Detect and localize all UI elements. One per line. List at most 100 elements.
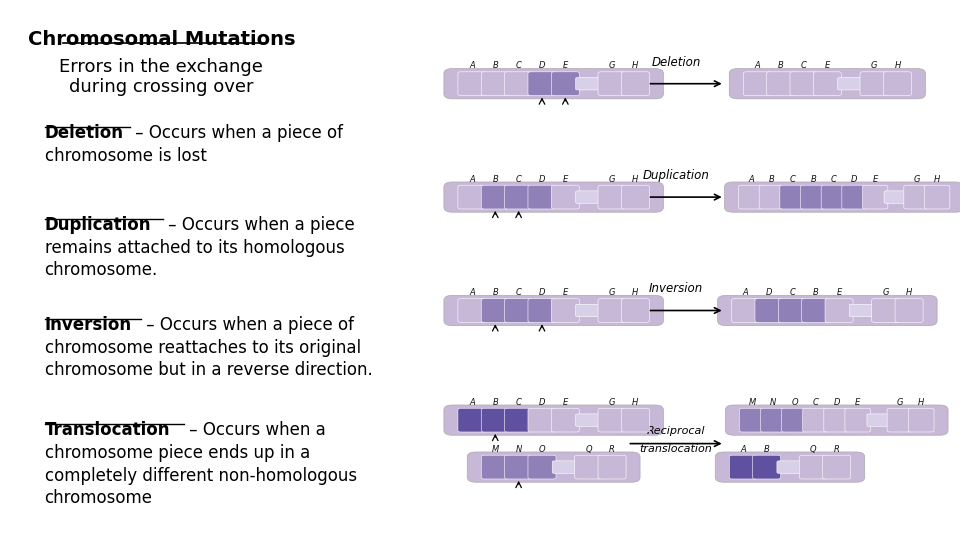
FancyBboxPatch shape bbox=[743, 72, 771, 96]
FancyBboxPatch shape bbox=[767, 72, 795, 96]
FancyBboxPatch shape bbox=[790, 72, 818, 96]
FancyBboxPatch shape bbox=[759, 185, 784, 209]
FancyBboxPatch shape bbox=[800, 455, 828, 479]
Text: A: A bbox=[740, 444, 746, 454]
FancyBboxPatch shape bbox=[777, 461, 804, 473]
FancyBboxPatch shape bbox=[908, 408, 934, 432]
Text: M: M bbox=[749, 397, 756, 407]
Text: G: G bbox=[897, 397, 903, 407]
Text: O: O bbox=[791, 397, 798, 407]
FancyBboxPatch shape bbox=[884, 191, 907, 203]
Text: Q: Q bbox=[586, 444, 592, 454]
FancyBboxPatch shape bbox=[903, 185, 929, 209]
Text: D: D bbox=[539, 174, 545, 184]
FancyBboxPatch shape bbox=[802, 299, 829, 322]
FancyBboxPatch shape bbox=[621, 408, 649, 432]
Text: M: M bbox=[492, 444, 499, 454]
Text: R: R bbox=[609, 444, 615, 454]
FancyBboxPatch shape bbox=[551, 185, 579, 209]
Text: – Occurs when a: – Occurs when a bbox=[184, 421, 326, 439]
FancyBboxPatch shape bbox=[739, 408, 765, 432]
Text: D: D bbox=[852, 174, 857, 184]
FancyBboxPatch shape bbox=[458, 185, 486, 209]
FancyBboxPatch shape bbox=[598, 72, 626, 96]
Text: C: C bbox=[516, 397, 521, 407]
Text: Duplication: Duplication bbox=[44, 216, 151, 234]
FancyBboxPatch shape bbox=[576, 77, 602, 90]
FancyBboxPatch shape bbox=[481, 408, 510, 432]
FancyBboxPatch shape bbox=[924, 185, 949, 209]
Text: A: A bbox=[755, 61, 760, 70]
FancyBboxPatch shape bbox=[813, 72, 841, 96]
FancyBboxPatch shape bbox=[598, 299, 626, 322]
Text: C: C bbox=[516, 61, 521, 70]
Text: chromosome.: chromosome. bbox=[44, 261, 157, 279]
Text: Inversion: Inversion bbox=[44, 316, 132, 334]
FancyBboxPatch shape bbox=[862, 185, 888, 209]
Text: – Occurs when a piece of: – Occurs when a piece of bbox=[141, 316, 354, 334]
Text: D: D bbox=[833, 397, 840, 407]
FancyBboxPatch shape bbox=[444, 405, 663, 435]
FancyBboxPatch shape bbox=[598, 408, 626, 432]
Text: G: G bbox=[913, 174, 920, 184]
FancyBboxPatch shape bbox=[576, 304, 602, 316]
FancyBboxPatch shape bbox=[725, 182, 960, 212]
Text: E: E bbox=[563, 61, 568, 70]
FancyBboxPatch shape bbox=[730, 455, 757, 479]
Text: E: E bbox=[563, 288, 568, 297]
FancyBboxPatch shape bbox=[755, 299, 783, 322]
FancyBboxPatch shape bbox=[481, 455, 510, 479]
FancyBboxPatch shape bbox=[779, 299, 806, 322]
FancyBboxPatch shape bbox=[781, 408, 807, 432]
Text: Inversion: Inversion bbox=[649, 282, 703, 295]
FancyBboxPatch shape bbox=[444, 69, 663, 99]
Text: B: B bbox=[492, 397, 498, 407]
Text: E: E bbox=[563, 397, 568, 407]
FancyBboxPatch shape bbox=[481, 299, 510, 322]
Text: C: C bbox=[516, 174, 521, 184]
FancyBboxPatch shape bbox=[481, 72, 510, 96]
FancyBboxPatch shape bbox=[551, 299, 579, 322]
Text: Reciprocal: Reciprocal bbox=[647, 426, 706, 436]
FancyBboxPatch shape bbox=[505, 455, 533, 479]
FancyBboxPatch shape bbox=[838, 77, 864, 90]
FancyBboxPatch shape bbox=[738, 185, 764, 209]
Text: E: E bbox=[873, 174, 877, 184]
Text: A: A bbox=[469, 288, 475, 297]
Text: H: H bbox=[895, 61, 900, 70]
FancyBboxPatch shape bbox=[872, 299, 900, 322]
Text: G: G bbox=[609, 397, 615, 407]
Text: H: H bbox=[633, 61, 638, 70]
FancyBboxPatch shape bbox=[528, 408, 556, 432]
FancyBboxPatch shape bbox=[575, 455, 603, 479]
Text: – Occurs when a piece: – Occurs when a piece bbox=[163, 216, 354, 234]
Text: C: C bbox=[813, 397, 819, 407]
Text: chromosome but in a reverse direction.: chromosome but in a reverse direction. bbox=[44, 361, 372, 379]
Text: H: H bbox=[934, 174, 940, 184]
FancyBboxPatch shape bbox=[803, 408, 828, 432]
FancyBboxPatch shape bbox=[824, 408, 850, 432]
FancyBboxPatch shape bbox=[753, 455, 780, 479]
Text: during crossing over: during crossing over bbox=[69, 78, 253, 96]
Text: N: N bbox=[770, 397, 777, 407]
FancyBboxPatch shape bbox=[717, 295, 937, 326]
FancyBboxPatch shape bbox=[895, 299, 924, 322]
Text: B: B bbox=[492, 174, 498, 184]
FancyBboxPatch shape bbox=[468, 452, 640, 482]
FancyBboxPatch shape bbox=[726, 405, 948, 435]
FancyBboxPatch shape bbox=[505, 72, 533, 96]
FancyBboxPatch shape bbox=[528, 299, 556, 322]
FancyBboxPatch shape bbox=[845, 408, 871, 432]
FancyBboxPatch shape bbox=[821, 185, 847, 209]
FancyBboxPatch shape bbox=[621, 299, 649, 322]
Text: H: H bbox=[633, 174, 638, 184]
Text: B: B bbox=[810, 174, 816, 184]
Text: G: G bbox=[609, 61, 615, 70]
Text: D: D bbox=[766, 288, 772, 297]
FancyBboxPatch shape bbox=[458, 299, 486, 322]
Text: Deletion: Deletion bbox=[44, 124, 124, 142]
Text: completely different non-homologous: completely different non-homologous bbox=[44, 467, 357, 484]
Text: Errors in the exchange: Errors in the exchange bbox=[60, 58, 263, 76]
Text: chromosome reattaches to its original: chromosome reattaches to its original bbox=[44, 339, 361, 356]
Text: translocation: translocation bbox=[639, 444, 712, 454]
